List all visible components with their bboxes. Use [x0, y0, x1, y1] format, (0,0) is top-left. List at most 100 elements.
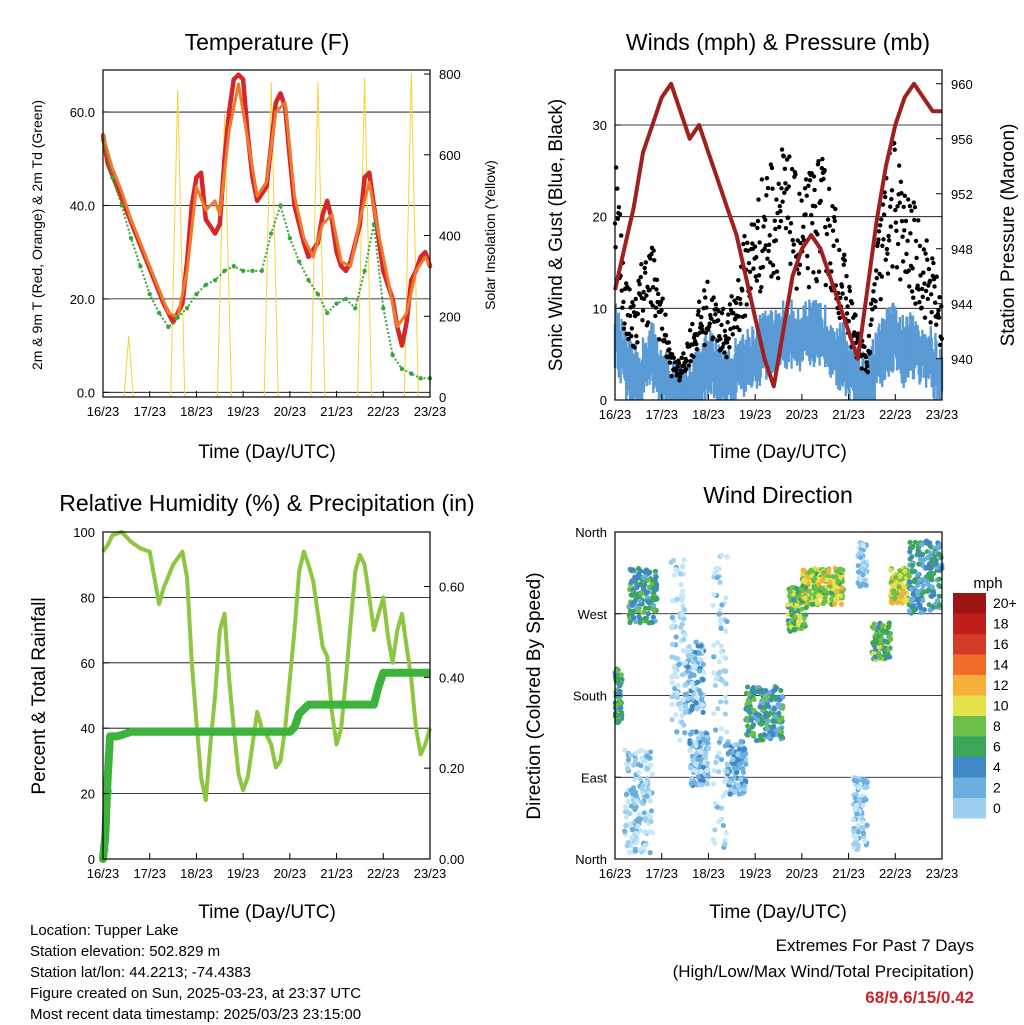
- x-tick-label: 22/23: [879, 866, 912, 881]
- gust-point: [920, 294, 925, 299]
- temperature-series: [100, 72, 433, 398]
- x-tick-label: 18/23: [692, 407, 725, 422]
- direction-point: [698, 730, 704, 736]
- gust-point: [722, 328, 728, 334]
- gust-point: [876, 229, 882, 234]
- gust-point: [799, 198, 804, 203]
- x-tick-label: 18/23: [692, 866, 725, 881]
- direction-point: [693, 743, 699, 749]
- direction-point: [749, 724, 756, 730]
- y2-tick-label: 940: [951, 352, 973, 367]
- gust-point: [719, 310, 725, 316]
- gust-point: [740, 288, 745, 293]
- direction-point: [764, 718, 771, 724]
- gust-point: [644, 293, 649, 298]
- direction-point: [930, 590, 937, 596]
- direction-point: [646, 577, 652, 583]
- winds-ylabel-left: Sonic Wind & Gust (Blue, Black): [546, 99, 567, 371]
- direction-point: [723, 776, 729, 782]
- gust-point: [803, 212, 808, 217]
- gust-point: [872, 282, 877, 287]
- gust-point: [915, 283, 920, 288]
- gust-point: [895, 204, 900, 209]
- y2-tick-label: 952: [951, 187, 973, 202]
- direction-point: [674, 596, 680, 602]
- gust-point: [832, 218, 837, 224]
- gust-point: [802, 186, 808, 191]
- gust-point: [809, 212, 814, 218]
- direction-point: [632, 806, 638, 813]
- gust-point: [703, 330, 709, 336]
- direction-point: [653, 574, 659, 580]
- direction-point: [700, 661, 706, 667]
- x-tick-label: 19/23: [739, 407, 772, 422]
- direction-point: [736, 791, 742, 797]
- direction-point: [677, 571, 683, 577]
- gust-point: [632, 345, 637, 350]
- gust-point: [779, 186, 784, 191]
- gust-point: [862, 344, 867, 349]
- direction-point: [927, 607, 933, 613]
- direction-point: [650, 602, 657, 608]
- temperature-title: Temperature (F): [185, 29, 350, 55]
- gust-point: [637, 281, 642, 287]
- direction-point: [758, 721, 764, 727]
- direction-point: [858, 550, 864, 556]
- y-tick-label: 40.0: [70, 198, 95, 213]
- precip-point: [101, 818, 110, 827]
- direction-point: [729, 760, 736, 766]
- direction-point: [717, 579, 723, 585]
- direction-point: [896, 584, 902, 590]
- humidity-title: Relative Humidity (%) & Precipitation (i…: [59, 490, 474, 516]
- gust-point: [754, 254, 759, 260]
- legend-swatch: [953, 757, 986, 778]
- direction-point: [636, 811, 643, 817]
- gust-point: [900, 259, 906, 264]
- gust-point: [787, 154, 792, 159]
- gust-point: [642, 265, 647, 271]
- gust-point: [923, 288, 929, 294]
- direction-point: [916, 561, 922, 567]
- direction-point: [855, 829, 862, 835]
- gust-point: [881, 237, 886, 242]
- direction-point: [936, 582, 942, 589]
- direction-point: [676, 661, 682, 667]
- gust-point: [869, 317, 874, 322]
- direction-point: [614, 712, 621, 718]
- direction-point: [864, 784, 870, 790]
- gust-point: [776, 181, 781, 187]
- direction-point: [652, 568, 659, 574]
- gust-point: [787, 229, 793, 235]
- x-tick-label: 18/23: [180, 866, 213, 881]
- gust-point: [737, 296, 743, 302]
- direction-point: [714, 675, 720, 681]
- legend-label: 12: [993, 677, 1009, 693]
- direction-point: [745, 684, 751, 690]
- direction-point: [911, 608, 917, 614]
- direction-point: [765, 713, 772, 719]
- direction-point: [832, 583, 839, 590]
- gust-point: [641, 289, 646, 295]
- gust-point: [756, 197, 761, 202]
- gust-point: [828, 261, 833, 266]
- x-tick-label: 21/23: [832, 866, 865, 881]
- direction-point: [675, 701, 682, 707]
- direction-point: [929, 584, 935, 590]
- direction-point: [622, 747, 628, 754]
- x-tick-label: 23/23: [926, 407, 959, 422]
- direction-point: [673, 711, 679, 718]
- direction-point: [901, 583, 907, 590]
- legend-swatch: [953, 613, 986, 634]
- gust-point: [697, 330, 702, 336]
- direction-point: [850, 817, 856, 823]
- gust-point: [913, 238, 919, 244]
- direction-point: [724, 761, 730, 767]
- gust-point: [793, 172, 798, 177]
- direction-point: [770, 718, 776, 724]
- gust-point: [663, 333, 669, 338]
- gust-point: [922, 315, 928, 320]
- direction-point: [906, 608, 912, 614]
- direction-point: [880, 627, 886, 634]
- gust-point: [833, 206, 838, 212]
- direction-point: [885, 625, 891, 631]
